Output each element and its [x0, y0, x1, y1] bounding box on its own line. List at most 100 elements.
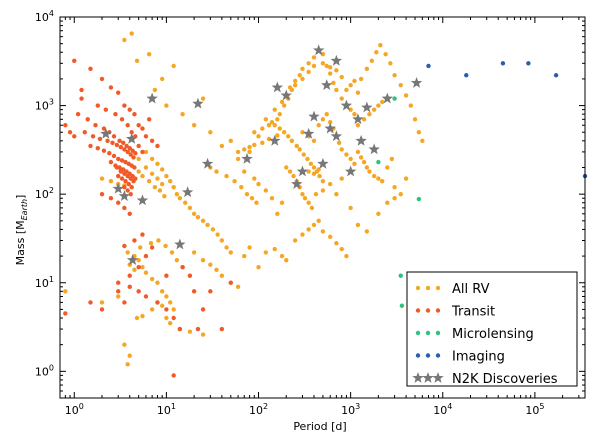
- data-point: [361, 159, 367, 165]
- data-point: [320, 52, 326, 57]
- data-point: [138, 245, 143, 250]
- data-point: [187, 273, 193, 278]
- data-point: [331, 80, 336, 86]
- data-point: [180, 264, 185, 270]
- data-point: [122, 103, 127, 108]
- data-point: [352, 161, 357, 167]
- data-point: [355, 90, 361, 95]
- data-point: [143, 270, 149, 275]
- data-point: [235, 284, 241, 289]
- data-point: [200, 332, 206, 337]
- data-point: [302, 196, 308, 201]
- legend-label: N2K Discoveries: [452, 372, 558, 387]
- data-point: [171, 315, 176, 321]
- data-point: [191, 250, 197, 255]
- legend-marker: [425, 330, 431, 336]
- data-point: [408, 103, 414, 108]
- data-point: [228, 250, 233, 255]
- data-point: [320, 117, 326, 122]
- data-point: [99, 176, 105, 181]
- data-point: [72, 58, 77, 64]
- data-point: [275, 211, 280, 217]
- data-point: [127, 107, 132, 112]
- data-point: [361, 117, 367, 122]
- data-point: [125, 362, 130, 367]
- data-point: [157, 188, 163, 193]
- data-point: [171, 63, 176, 69]
- data-point: [164, 307, 169, 312]
- data-point: [118, 167, 124, 172]
- legend-entry: All RV: [415, 282, 490, 297]
- data-point-star: [271, 81, 284, 93]
- data-point: [88, 143, 93, 149]
- data-point: [385, 165, 390, 170]
- data-point-star: [112, 182, 124, 194]
- data-point: [63, 311, 68, 316]
- data-point-star: [344, 165, 357, 177]
- data-point: [95, 146, 100, 151]
- data-point: [155, 280, 160, 285]
- data-point: [297, 147, 302, 152]
- data-point: [136, 143, 141, 149]
- legend-marker: [435, 353, 441, 358]
- data-point: [328, 234, 333, 240]
- data-point: [277, 111, 282, 117]
- data-point: [149, 245, 155, 250]
- data-point: [111, 153, 117, 159]
- data-point: [72, 134, 77, 139]
- data-point: [263, 117, 269, 122]
- legend-label: Transit: [451, 305, 495, 320]
- legend-box: [406, 271, 578, 387]
- data-point: [200, 96, 206, 101]
- data-point: [388, 61, 393, 66]
- y-axis-title-main: Mass [M: [14, 220, 27, 265]
- data-point: [149, 276, 155, 282]
- data-point: [140, 149, 145, 155]
- data-point: [317, 173, 322, 179]
- data-point: [132, 267, 137, 273]
- y-tick-label: 100: [35, 363, 54, 378]
- data-point: [116, 280, 121, 285]
- data-point: [134, 315, 140, 321]
- data-point: [279, 99, 285, 105]
- data-point: [164, 273, 169, 278]
- legend-marker-star: [412, 372, 424, 383]
- data-point: [242, 147, 247, 152]
- data-point: [392, 73, 397, 78]
- data-point-star: [381, 92, 393, 104]
- data-point: [116, 294, 121, 299]
- data-point-star: [118, 190, 131, 201]
- legend-marker: [435, 330, 441, 336]
- data-point: [116, 200, 121, 205]
- data-point: [272, 246, 277, 252]
- data-point: [127, 146, 132, 151]
- data-point: [266, 136, 272, 142]
- data-point: [108, 85, 114, 90]
- data-point: [159, 181, 165, 187]
- data-point: [219, 326, 225, 332]
- data-point: [316, 218, 321, 224]
- data-point: [149, 138, 155, 144]
- y-tick-label: 104: [35, 9, 54, 24]
- data-point: [214, 267, 219, 273]
- data-point: [339, 96, 344, 101]
- plot-marks: [63, 31, 588, 378]
- data-point: [114, 165, 120, 170]
- data-point: [140, 126, 145, 131]
- data-point: [355, 149, 361, 155]
- data-point: [140, 232, 145, 237]
- data-point: [127, 284, 132, 289]
- data-point: [97, 136, 103, 142]
- data-point: [256, 134, 261, 139]
- data-point: [374, 50, 379, 55]
- data-point: [88, 66, 93, 72]
- data-point: [122, 300, 127, 305]
- y-tick-label: 102: [35, 186, 54, 201]
- data-point: [284, 165, 289, 170]
- data-point: [320, 188, 326, 193]
- data-point: [292, 82, 298, 88]
- data-point: [292, 78, 298, 84]
- data-point: [292, 238, 298, 243]
- data-point: [136, 123, 141, 128]
- data-point: [367, 111, 372, 117]
